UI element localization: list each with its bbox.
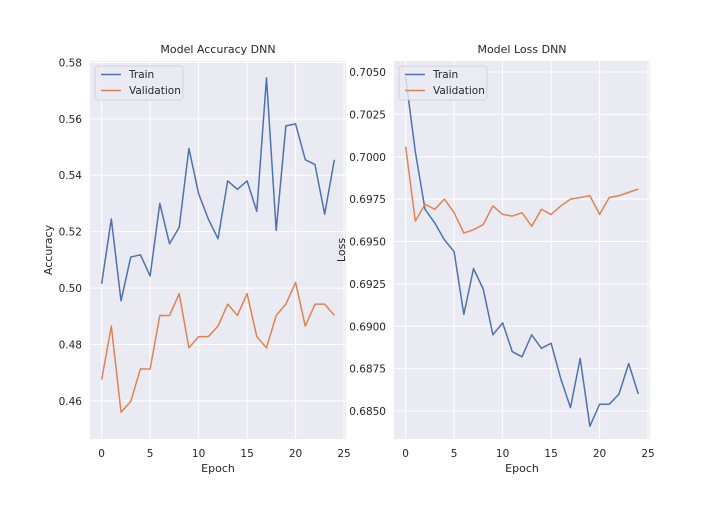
y-tick-label: 0.7025 <box>349 109 386 121</box>
chart-title: Model Loss DNN <box>477 43 566 56</box>
x-tick-label: 10 <box>496 448 509 460</box>
series-lines <box>100 77 336 413</box>
series-line-validation <box>404 146 639 234</box>
series-line-train <box>100 77 336 302</box>
series-line-train <box>404 77 640 428</box>
legend: Train Validation <box>94 65 184 101</box>
x-tick-label: 5 <box>451 448 458 460</box>
legend-label-validation: Validation <box>433 85 485 97</box>
y-tick-label: 0.6925 <box>349 279 386 291</box>
y-tick-label: 0.50 <box>59 283 82 295</box>
y-tick-label: 0.6900 <box>349 321 386 333</box>
y-tick-label: 0.52 <box>59 227 82 239</box>
y-tick-label: 0.56 <box>59 114 83 126</box>
grid <box>394 61 650 439</box>
x-axis-label: Epoch <box>201 462 235 475</box>
y-tick-label: 0.7000 <box>349 152 386 164</box>
axes-background <box>90 61 346 439</box>
x-tick-label: 15 <box>240 448 253 460</box>
y-axis-label: Accuracy <box>42 224 55 275</box>
y-tick-labels: 0.6850 0.6875 0.6900 0.6925 0.6950 0.6975 0.70… <box>349 67 386 418</box>
x-axis-label: Epoch <box>505 462 539 475</box>
legend: Train Validation <box>398 65 488 101</box>
y-tick-label: 0.48 <box>59 340 82 352</box>
x-tick-label: 20 <box>593 448 606 460</box>
x-tick-label: 25 <box>337 448 350 460</box>
x-tick-label: 5 <box>147 448 154 460</box>
x-tick-label: 25 <box>641 448 654 460</box>
x-tick-label: 0 <box>98 448 105 460</box>
y-axis-label: Loss <box>335 238 348 262</box>
series-line-validation <box>100 281 335 413</box>
x-tick-label: 0 <box>402 448 409 460</box>
y-tick-label: 0.46 <box>59 396 83 408</box>
y-tick-label: 0.6975 <box>349 194 386 206</box>
y-tick-label: 0.6950 <box>349 237 386 249</box>
series-lines <box>404 77 640 428</box>
x-tick-labels: 0 5 10 15 20 25 <box>402 448 654 460</box>
y-tick-labels: 0.46 0.48 0.50 0.52 0.54 0.56 0.58 <box>59 57 83 408</box>
loss-chart: 0 5 10 15 20 25 0.6850 0.6875 0.6900 0.6925 0.695… <box>335 43 655 475</box>
x-tick-label: 10 <box>192 448 205 460</box>
y-tick-label: 0.54 <box>59 170 83 182</box>
legend-label-train: Train <box>128 69 154 81</box>
y-tick-label: 0.58 <box>59 57 82 69</box>
y-tick-label: 0.6850 <box>349 406 386 418</box>
legend-label-train: Train <box>432 69 458 81</box>
chart-title: Model Accuracy DNN <box>160 43 275 56</box>
y-tick-label: 0.6875 <box>349 364 386 376</box>
accuracy-chart: 0 5 10 15 20 25 0.460.480.500.520.540.560.58 … <box>42 43 351 475</box>
x-tick-labels: 0 5 10 15 20 25 <box>98 448 350 460</box>
x-tick-label: 20 <box>289 448 302 460</box>
y-tick-label: 0.7050 <box>349 67 386 79</box>
axes-background <box>394 61 650 439</box>
x-tick-label: 15 <box>544 448 557 460</box>
legend-label-validation: Validation <box>129 85 181 97</box>
